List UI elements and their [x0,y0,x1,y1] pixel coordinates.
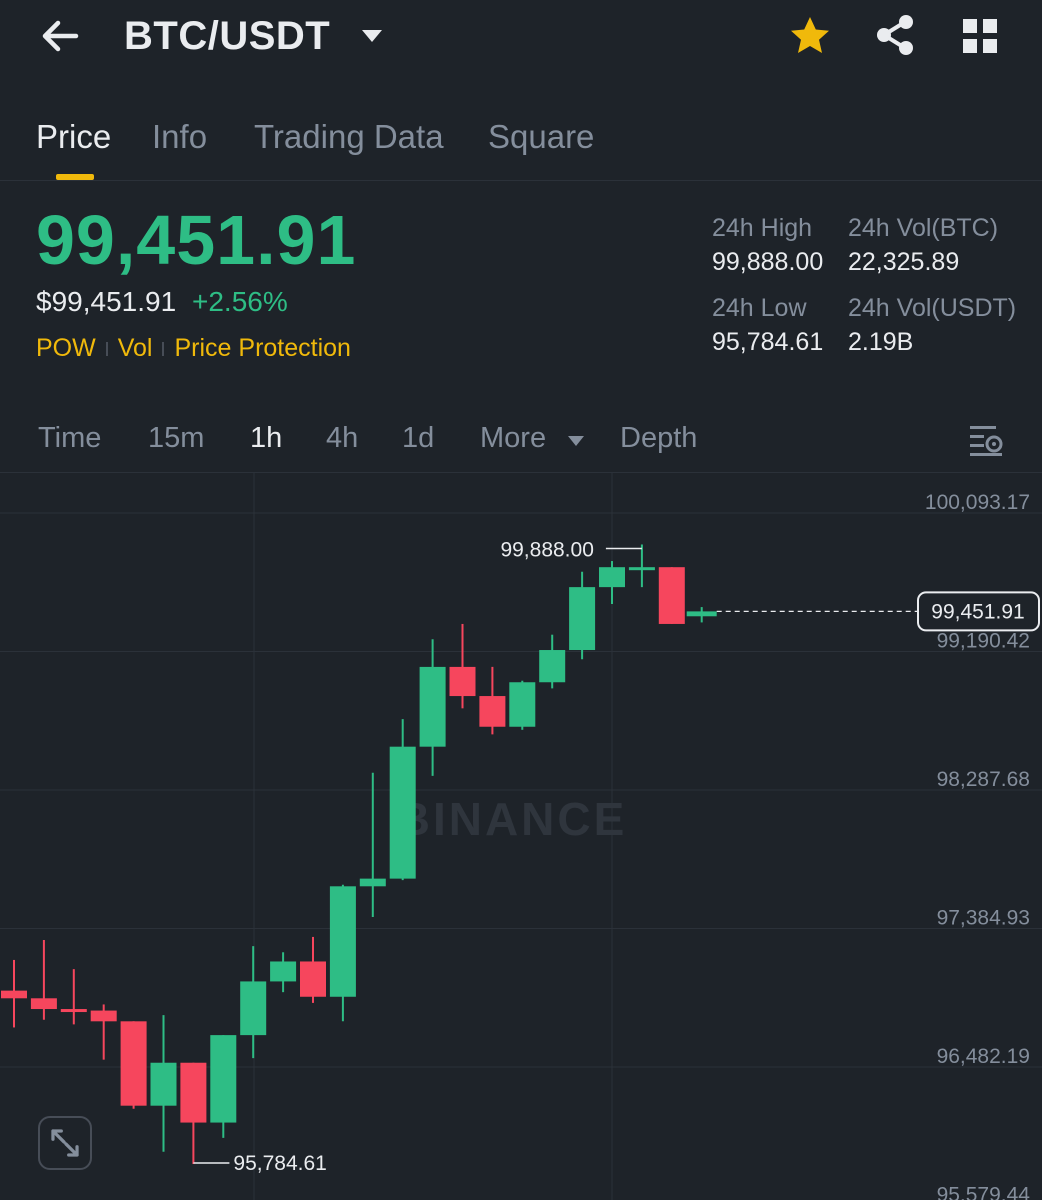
tab-price[interactable]: Price [36,118,112,155]
candle-body [569,587,596,651]
usd-price: $99,451.91 [36,286,177,317]
high-label: 24h High [712,214,813,242]
candle-body [240,981,267,1036]
tab-bar: Price Info Trading Data Square [0,110,1042,180]
y-tick-label: 100,093.17 [925,491,1030,514]
tag-separator [105,341,108,356]
candle-body [30,998,57,1010]
candle-body [509,682,536,727]
tag-pow[interactable]: POW [36,334,96,362]
interval-time[interactable]: Time [38,422,102,454]
candle-body [628,567,655,571]
vol-btc-label: 24h Vol(BTC) [848,214,999,242]
interval-bar: Time 15m 1h 4h 1d More Depth [0,404,1042,472]
divider [0,472,1042,473]
active-tab-indicator [56,174,94,180]
tag-price-protection[interactable]: Price Protection [174,334,351,362]
chart-settings-icon[interactable] [966,422,1006,458]
tag-vol[interactable]: Vol [117,334,153,362]
candle-body [90,1010,117,1022]
tab-square[interactable]: Square [488,118,595,155]
tab-info[interactable]: Info [152,118,208,155]
pair-title[interactable]: BTC/USDT [124,14,331,58]
chart-watermark: BINANCE [397,793,628,845]
candle-body [389,746,416,879]
vol-usdt-value: 2.19B [848,328,914,356]
candle-body [686,611,717,617]
candle-body [210,1035,237,1123]
interval-1h[interactable]: 1h [250,422,283,454]
back-arrow-icon[interactable] [38,14,82,58]
divider [0,180,1042,181]
last-price-box [917,591,1040,632]
candle-body [180,1062,207,1123]
star-icon[interactable] [788,14,832,58]
caret-down-icon[interactable] [360,26,384,46]
candle-body [150,1062,177,1106]
candle-body [120,1021,147,1106]
last-price: 99,451.91 [36,201,357,279]
y-tick-label: 95,579.44 [937,1184,1031,1200]
candle-body [329,886,356,997]
interval-15m[interactable]: 15m [148,422,205,454]
low-marker-label: 95,784.61 [233,1152,326,1175]
candle-body [658,567,685,624]
tag-separator [162,341,165,356]
vol-usdt-label: 24h Vol(USDT) [848,294,1017,322]
candle-body [359,878,386,887]
y-tick-label: 98,287.68 [937,768,1030,791]
candle-body [479,696,506,727]
chart-canvas: BINANCE 100,093.17 99,190.42 98,287.68 97,3… [0,473,1042,1200]
y-tick-label: 97,384.93 [937,907,1030,930]
expand-chart-icon[interactable] [38,1116,92,1170]
candle-body [449,666,476,697]
interval-4h[interactable]: 4h [326,422,359,454]
high-marker-label: 99,888.00 [500,538,593,561]
more-caret-icon[interactable] [566,434,586,448]
high-value: 99,888.00 [712,248,824,276]
share-icon[interactable] [872,12,918,58]
candle-body [60,1009,87,1013]
interval-more[interactable]: More [480,422,547,454]
last-price-label: 99,451.91 [931,600,1024,623]
interval-1d[interactable]: 1d [402,422,435,454]
interval-depth[interactable]: Depth [620,422,698,454]
tag-list: POW Vol Price Protection [36,334,351,363]
y-tick-label: 96,482.19 [937,1045,1030,1068]
candle-body [419,666,446,747]
change-percent: +2.56% [192,286,288,317]
low-value: 95,784.61 [712,328,824,356]
low-label: 24h Low [712,294,807,322]
vol-btc-value: 22,325.89 [848,248,960,276]
candle-body [300,961,326,997]
tab-trading-data[interactable]: Trading Data [254,118,444,155]
y-tick-label: 99,190.42 [937,630,1030,653]
candle-body [599,567,625,588]
candlestick-chart[interactable]: BINANCE 100,093.17 99,190.42 98,287.68 97,3… [0,473,1042,1200]
candle-body [270,961,297,982]
candle-body [539,650,566,683]
grid-icon[interactable] [960,16,1000,56]
candle-body [1,990,27,999]
top-bar: BTC/USDT [0,0,1042,80]
